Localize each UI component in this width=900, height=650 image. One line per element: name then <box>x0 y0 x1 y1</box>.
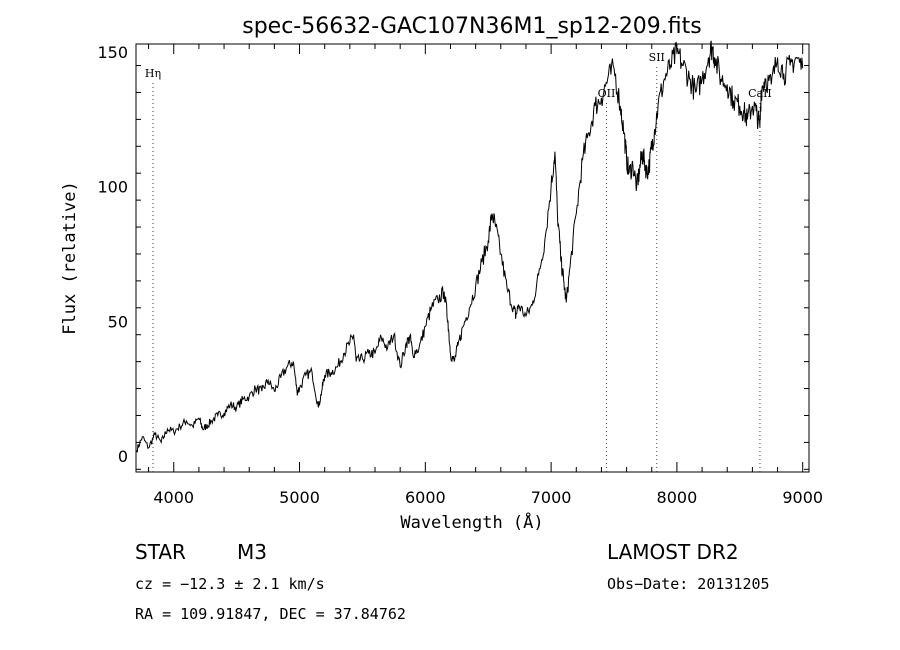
y-tick-label: 150 <box>97 43 128 62</box>
x-axis-label: Wavelength (Å) <box>400 511 543 533</box>
spectral-line-label: CaII <box>748 87 772 100</box>
spectral-line-label: SII <box>649 51 665 64</box>
object-subclass: M3 <box>237 540 267 564</box>
object-class: STAR <box>135 540 186 564</box>
plot-frame <box>135 43 810 473</box>
x-tick-label: 7000 <box>531 488 572 507</box>
y-tick-label: 0 <box>118 447 128 466</box>
chart-title: spec-56632-GAC107N36M1_sp12-209.fits <box>242 14 702 39</box>
y-tick-label: 100 <box>97 178 128 197</box>
y-tick-label: 50 <box>108 312 128 331</box>
spectrum-line <box>136 40 804 453</box>
axis-ticks: 4000 5000 6000 7000 8000 9000 0 50 100 150 <box>97 43 823 507</box>
spectral-line-label: Hη <box>145 67 161 80</box>
sky-coordinates: RA = 109.91847, DEC = 37.84762 <box>135 605 406 623</box>
observation-date: Obs−Date: 20131205 <box>607 575 770 593</box>
x-tick-label: 4000 <box>153 488 194 507</box>
x-tick-label: 5000 <box>279 488 320 507</box>
redshift-value: cz = −12.3 ± 2.1 km/s <box>135 575 325 593</box>
survey-label: LAMOST DR2 <box>607 540 739 564</box>
x-tick-label: 6000 <box>405 488 446 507</box>
x-tick-label: 9000 <box>782 488 823 507</box>
y-axis-label: Flux (relative) <box>60 181 80 335</box>
spectral-line-label: OII <box>598 87 616 100</box>
spectral-line-markers: Hη OII SII CaII <box>145 51 772 472</box>
x-tick-label: 8000 <box>657 488 698 507</box>
